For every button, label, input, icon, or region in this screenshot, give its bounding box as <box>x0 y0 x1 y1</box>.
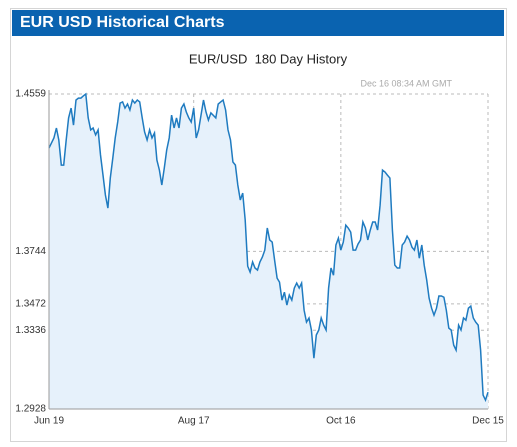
y-tick-label: 1.3744 <box>15 246 46 257</box>
y-tick-label: 1.3336 <box>15 325 46 336</box>
y-tick-label: 1.2928 <box>15 404 46 415</box>
chart-title: EUR/USD 180 Day History <box>189 51 348 66</box>
y-tick-label: 1.4559 <box>15 89 46 100</box>
y-tick-label: 1.3472 <box>15 299 46 310</box>
area <box>49 94 488 409</box>
header-bar <box>12 10 504 36</box>
x-tick-label: Jun 19 <box>34 416 64 427</box>
x-tick-label: Dec 15 <box>472 416 504 427</box>
x-tick-label: Aug 17 <box>178 416 210 427</box>
header-title: EUR USD Historical Charts <box>20 14 225 31</box>
x-tick-label: Oct 16 <box>326 416 356 427</box>
timestamp: Dec 16 08:34 AM GMT <box>360 78 452 88</box>
price-line <box>48 92 489 403</box>
